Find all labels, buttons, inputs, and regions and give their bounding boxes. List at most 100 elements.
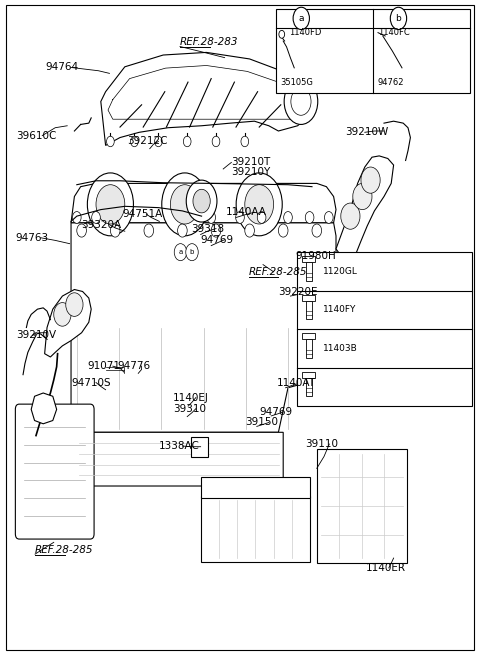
Circle shape — [291, 88, 311, 115]
Circle shape — [245, 185, 274, 224]
Text: 39210T: 39210T — [231, 157, 271, 168]
Circle shape — [66, 293, 83, 316]
Circle shape — [110, 224, 120, 237]
Circle shape — [162, 173, 208, 236]
Text: 94769: 94769 — [201, 234, 234, 245]
Text: 39150: 39150 — [245, 417, 278, 428]
Text: 1140FC: 1140FC — [378, 28, 410, 37]
Bar — [306, 301, 312, 319]
Text: 94769: 94769 — [259, 407, 292, 417]
Text: 39220E: 39220E — [278, 287, 318, 297]
Circle shape — [183, 136, 191, 147]
Bar — [276, 9, 470, 93]
Circle shape — [279, 30, 285, 38]
Text: b: b — [190, 249, 194, 255]
Circle shape — [241, 136, 249, 147]
Circle shape — [284, 212, 292, 223]
FancyBboxPatch shape — [15, 404, 94, 539]
Text: 11403B: 11403B — [323, 344, 358, 353]
Text: 1140FY: 1140FY — [323, 305, 357, 314]
Text: 39210W: 39210W — [346, 127, 389, 138]
Circle shape — [207, 212, 216, 223]
Text: 1140AT: 1140AT — [276, 378, 315, 388]
Circle shape — [144, 224, 154, 237]
Circle shape — [212, 136, 220, 147]
Polygon shape — [354, 257, 417, 314]
Circle shape — [87, 173, 133, 236]
Circle shape — [278, 224, 288, 237]
Text: 39210Y: 39210Y — [231, 167, 271, 178]
Text: REF.28-285: REF.28-285 — [35, 544, 94, 555]
Text: 94762: 94762 — [378, 79, 405, 88]
Bar — [306, 339, 312, 358]
Text: 39320A: 39320A — [82, 219, 122, 230]
Polygon shape — [74, 432, 283, 486]
Text: b: b — [396, 14, 401, 23]
Text: 1140EJ: 1140EJ — [173, 392, 209, 403]
Text: REF.28-283: REF.28-283 — [180, 37, 239, 47]
Polygon shape — [336, 156, 394, 262]
Text: 94710S: 94710S — [71, 377, 111, 388]
Text: 39210V: 39210V — [16, 330, 56, 341]
Circle shape — [353, 183, 372, 210]
Circle shape — [211, 224, 221, 237]
Text: 39610C: 39610C — [16, 130, 56, 141]
Circle shape — [178, 224, 187, 237]
Circle shape — [92, 212, 100, 223]
Circle shape — [77, 224, 86, 237]
Text: 94764: 94764 — [46, 62, 79, 73]
Text: REF.28-285: REF.28-285 — [249, 267, 307, 277]
Circle shape — [186, 180, 217, 222]
Circle shape — [305, 212, 314, 223]
Circle shape — [193, 189, 210, 213]
Circle shape — [72, 212, 81, 223]
Bar — [306, 262, 312, 280]
Circle shape — [361, 167, 380, 193]
Circle shape — [236, 212, 244, 223]
Circle shape — [245, 224, 254, 237]
Text: 91980H: 91980H — [295, 251, 336, 261]
Text: 1140FD: 1140FD — [289, 28, 322, 37]
Circle shape — [155, 136, 162, 147]
Polygon shape — [31, 393, 57, 424]
Text: 94763: 94763 — [16, 233, 49, 243]
Circle shape — [257, 212, 266, 223]
Circle shape — [236, 173, 282, 236]
Circle shape — [170, 185, 199, 224]
Circle shape — [293, 7, 310, 29]
Text: 94776: 94776 — [118, 361, 151, 371]
Text: a: a — [179, 249, 182, 255]
Circle shape — [131, 136, 138, 147]
Text: 39310: 39310 — [173, 403, 206, 414]
Bar — [201, 477, 310, 498]
Polygon shape — [101, 52, 312, 145]
Polygon shape — [71, 183, 336, 223]
Bar — [302, 333, 315, 339]
Bar — [317, 449, 407, 563]
Text: 35105G: 35105G — [280, 79, 312, 88]
Circle shape — [390, 7, 407, 29]
Circle shape — [54, 303, 71, 326]
Bar — [191, 437, 208, 457]
Bar — [201, 496, 310, 562]
Bar — [297, 252, 472, 406]
Circle shape — [174, 244, 187, 261]
Circle shape — [96, 185, 125, 224]
Text: 1338AC: 1338AC — [158, 441, 199, 451]
Circle shape — [186, 244, 198, 261]
Text: a: a — [299, 14, 304, 23]
Text: 1140ER: 1140ER — [366, 563, 406, 573]
Text: 39212C: 39212C — [127, 136, 168, 147]
Polygon shape — [71, 223, 336, 432]
Bar — [302, 295, 315, 301]
Circle shape — [312, 224, 322, 237]
Bar — [302, 256, 315, 262]
Bar — [302, 372, 315, 378]
Text: 39110: 39110 — [305, 439, 338, 449]
Polygon shape — [45, 290, 91, 357]
Text: 1140AA: 1140AA — [226, 207, 266, 217]
Circle shape — [107, 136, 114, 147]
Text: 91071: 91071 — [88, 361, 121, 371]
Circle shape — [341, 203, 360, 229]
Text: 39318: 39318 — [191, 223, 224, 234]
